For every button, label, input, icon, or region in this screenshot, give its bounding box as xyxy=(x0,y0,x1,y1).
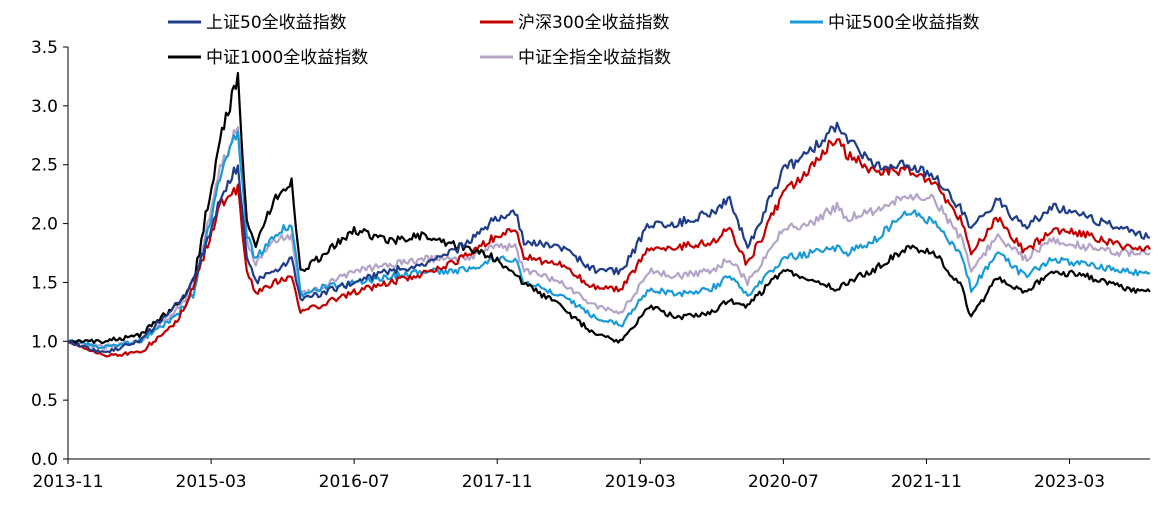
legend-label: 中证全指全收益指数 xyxy=(518,48,671,68)
y-tick-label: 2.5 xyxy=(31,156,58,176)
y-tick-label: 3.5 xyxy=(31,38,58,58)
x-tick-label: 2023-03 xyxy=(1034,472,1105,492)
legend-label: 沪深300全收益指数 xyxy=(518,13,669,33)
y-tick-label: 0.5 xyxy=(31,391,58,411)
legend-label: 上证50全收益指数 xyxy=(206,13,347,33)
y-tick-label: 2.0 xyxy=(31,215,58,235)
y-tick-label: 1.5 xyxy=(31,273,58,293)
legend: 上证50全收益指数 沪深300全收益指数 中证500全收益指数中证1000全收益指数… xyxy=(168,13,979,68)
x-tick-label: 2016-07 xyxy=(319,472,390,492)
x-tick-label: 2021-11 xyxy=(891,472,962,492)
y-tick-label: 1.0 xyxy=(31,332,58,352)
x-tick-label: 2013-11 xyxy=(32,472,103,492)
series-line-1 xyxy=(67,138,1151,358)
series-layer xyxy=(67,71,1151,358)
x-tick-label: 2017-11 xyxy=(462,472,533,492)
series-line-0 xyxy=(67,121,1151,354)
series-line-2 xyxy=(67,130,1151,350)
legend-label: 中证500全收益指数 xyxy=(828,13,979,33)
series-line-3 xyxy=(68,71,1151,345)
x-tick-label: 2015-03 xyxy=(176,472,247,492)
y-tick-label: 3.0 xyxy=(31,97,58,117)
y-axis: 0.0 0.5 1.0 1.5 2.0 2.5 3.0 3.5 xyxy=(31,38,69,470)
legend-label: 中证1000全收益指数 xyxy=(206,48,368,68)
x-axis: 2013-11 2015-03 2016-07 2017-11 2019-03 2020-… xyxy=(32,458,1150,492)
x-tick-label: 2020-07 xyxy=(748,472,819,492)
x-tick-label: 2019-03 xyxy=(605,472,676,492)
y-tick-label: 0.0 xyxy=(31,450,58,470)
series-line-4 xyxy=(67,126,1151,351)
